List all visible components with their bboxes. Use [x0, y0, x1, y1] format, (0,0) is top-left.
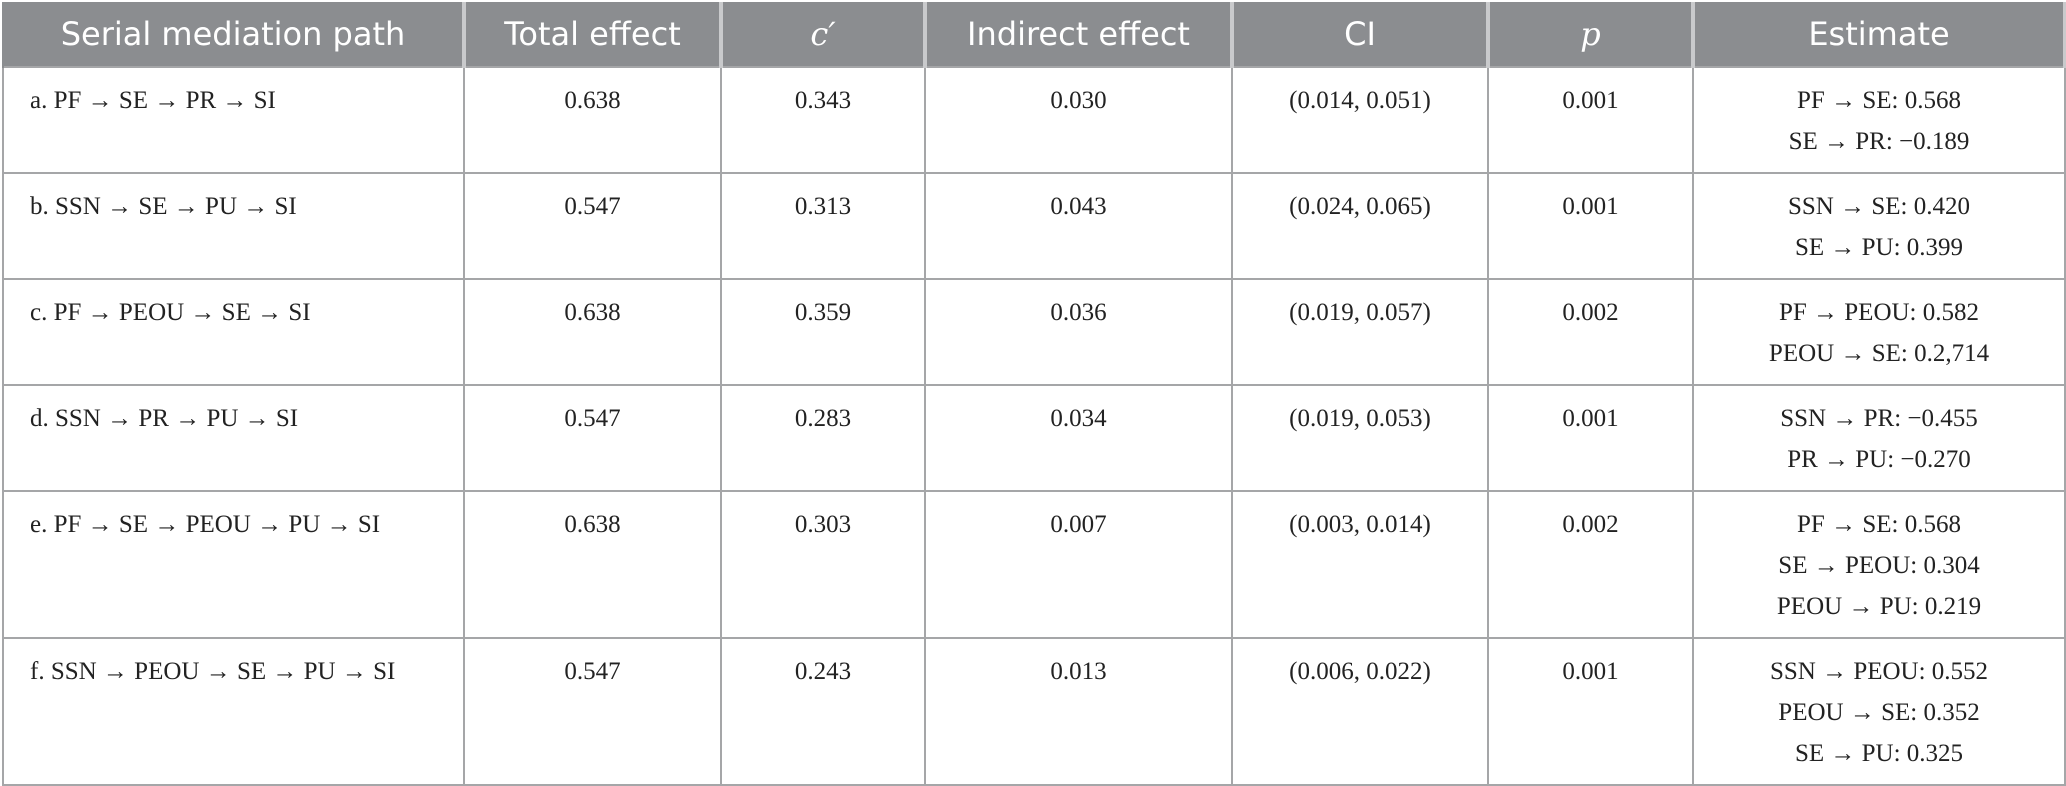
value-cell: 0.547 — [463, 172, 722, 280]
estimate-cell: SSN → SE: 0.420 SE → PU: 0.399 — [1692, 172, 2066, 280]
value-cell: 0.243 — [720, 637, 926, 786]
header-cell: c′ — [719, 2, 927, 67]
estimate-line: PEOU → PU: 0.219 — [1776, 593, 1982, 620]
value-cell: 0.030 — [924, 66, 1233, 174]
table-body: a. PF → SE → PR → SI 0.638 0.343 0.030 (0.01… — [2, 66, 2066, 786]
path-cell: c. PF → PEOU → SE → SI — [2, 278, 465, 386]
path-cell: a. PF → SE → PR → SI — [2, 66, 465, 174]
value-cell: 0.036 — [924, 278, 1233, 386]
value-cell: (0.006, 0.022) — [1231, 637, 1489, 786]
table-row: b. SSN → SE → PU → SI 0.547 0.313 0.043 (0.0… — [2, 172, 2066, 280]
header-cell: Serial mediation path — [2, 2, 466, 67]
path-cell: e. PF → SE → PEOU → PU → SI — [2, 490, 465, 639]
value-cell: (0.014, 0.051) — [1231, 66, 1489, 174]
estimate-line: SSN → PEOU: 0.552 — [1769, 658, 1989, 685]
value-cell: 0.043 — [924, 172, 1233, 280]
value-cell: 0.343 — [720, 66, 926, 174]
value-cell: 0.547 — [463, 637, 722, 786]
estimate-line: PEOU → SE: 0.352 — [1778, 699, 1980, 726]
value-cell: 0.002 — [1487, 278, 1694, 386]
estimate-line: PEOU → SE: 0.2,714 — [1768, 340, 1990, 367]
estimate-line: SE → PU: 0.399 — [1794, 234, 1964, 261]
value-cell: 0.001 — [1487, 384, 1694, 492]
value-cell: 0.001 — [1487, 66, 1694, 174]
estimate-line: SE → PU: 0.325 — [1794, 740, 1964, 767]
value-cell: 0.547 — [463, 384, 722, 492]
value-cell: 0.638 — [463, 278, 722, 386]
estimate-cell: SSN → PEOU: 0.552 PEOU → SE: 0.352 SE → PU… — [1692, 637, 2066, 786]
path-cell: b. SSN → SE → PU → SI — [2, 172, 465, 280]
table-row: a. PF → SE → PR → SI 0.638 0.343 0.030 (0.01… — [2, 66, 2066, 174]
path-cell: d. SSN → PR → PU → SI — [2, 384, 465, 492]
estimate-line: PR → PU: −0.270 — [1787, 446, 1971, 473]
value-cell: (0.019, 0.057) — [1231, 278, 1489, 386]
header-cell: Total effect — [462, 2, 723, 67]
header-cell: Estimate — [1691, 2, 2066, 67]
table-row: c. PF → PEOU → SE → SI 0.638 0.359 0.036 (0.… — [2, 278, 2066, 386]
value-cell: 0.638 — [463, 66, 722, 174]
estimate-line: SE → PR: −0.189 — [1788, 128, 1970, 155]
estimate-line: PF → SE: 0.568 — [1797, 511, 1961, 538]
path-cell: f. SSN → PEOU → SE → PU → SI — [2, 637, 465, 786]
value-cell: 0.638 — [463, 490, 722, 639]
value-cell: 0.034 — [924, 384, 1233, 492]
value-cell: (0.019, 0.053) — [1231, 384, 1489, 492]
value-cell: 0.013 — [924, 637, 1233, 786]
estimate-line: SE → PEOU: 0.304 — [1778, 552, 1980, 579]
estimate-cell: PF → PEOU: 0.582 PEOU → SE: 0.2,714 — [1692, 278, 2066, 386]
header-cell: CI — [1230, 2, 1490, 67]
value-cell: (0.024, 0.065) — [1231, 172, 1489, 280]
table-row: e. PF → SE → PEOU → PU → SI 0.638 0.303 0.0… — [2, 490, 2066, 639]
value-cell: (0.003, 0.014) — [1231, 490, 1489, 639]
estimate-line: PF → SE: 0.568 — [1797, 87, 1961, 114]
value-cell: 0.313 — [720, 172, 926, 280]
table-row: d. SSN → PR → PU → SI 0.547 0.283 0.034 (0.0… — [2, 384, 2066, 492]
header-cell: p — [1486, 2, 1695, 67]
value-cell: 0.001 — [1487, 172, 1694, 280]
value-cell: 0.359 — [720, 278, 926, 386]
table-row: f. SSN → PEOU → SE → PU → SI 0.547 0.243 0.… — [2, 637, 2066, 786]
header-row: Serial mediation path Total effect c′ Indir… — [2, 2, 2066, 67]
header-cell: Indirect effect — [923, 2, 1234, 67]
value-cell: 0.002 — [1487, 490, 1694, 639]
estimate-cell: SSN → PR: −0.455 PR → PU: −0.270 — [1692, 384, 2066, 492]
estimate-cell: PF → SE: 0.568 SE → PR: −0.189 — [1692, 66, 2066, 174]
value-cell: 0.283 — [720, 384, 926, 492]
value-cell: 0.007 — [924, 490, 1233, 639]
value-cell: 0.303 — [720, 490, 926, 639]
value-cell: 0.001 — [1487, 637, 1694, 786]
estimate-line: SSN → PR: −0.455 — [1780, 405, 1978, 432]
estimate-line: PF → PEOU: 0.582 — [1778, 299, 1980, 326]
estimate-line: SSN → SE: 0.420 — [1788, 193, 1970, 220]
estimate-cell: PF → SE: 0.568 SE → PEOU: 0.304 PEOU → PU:… — [1692, 490, 2066, 639]
